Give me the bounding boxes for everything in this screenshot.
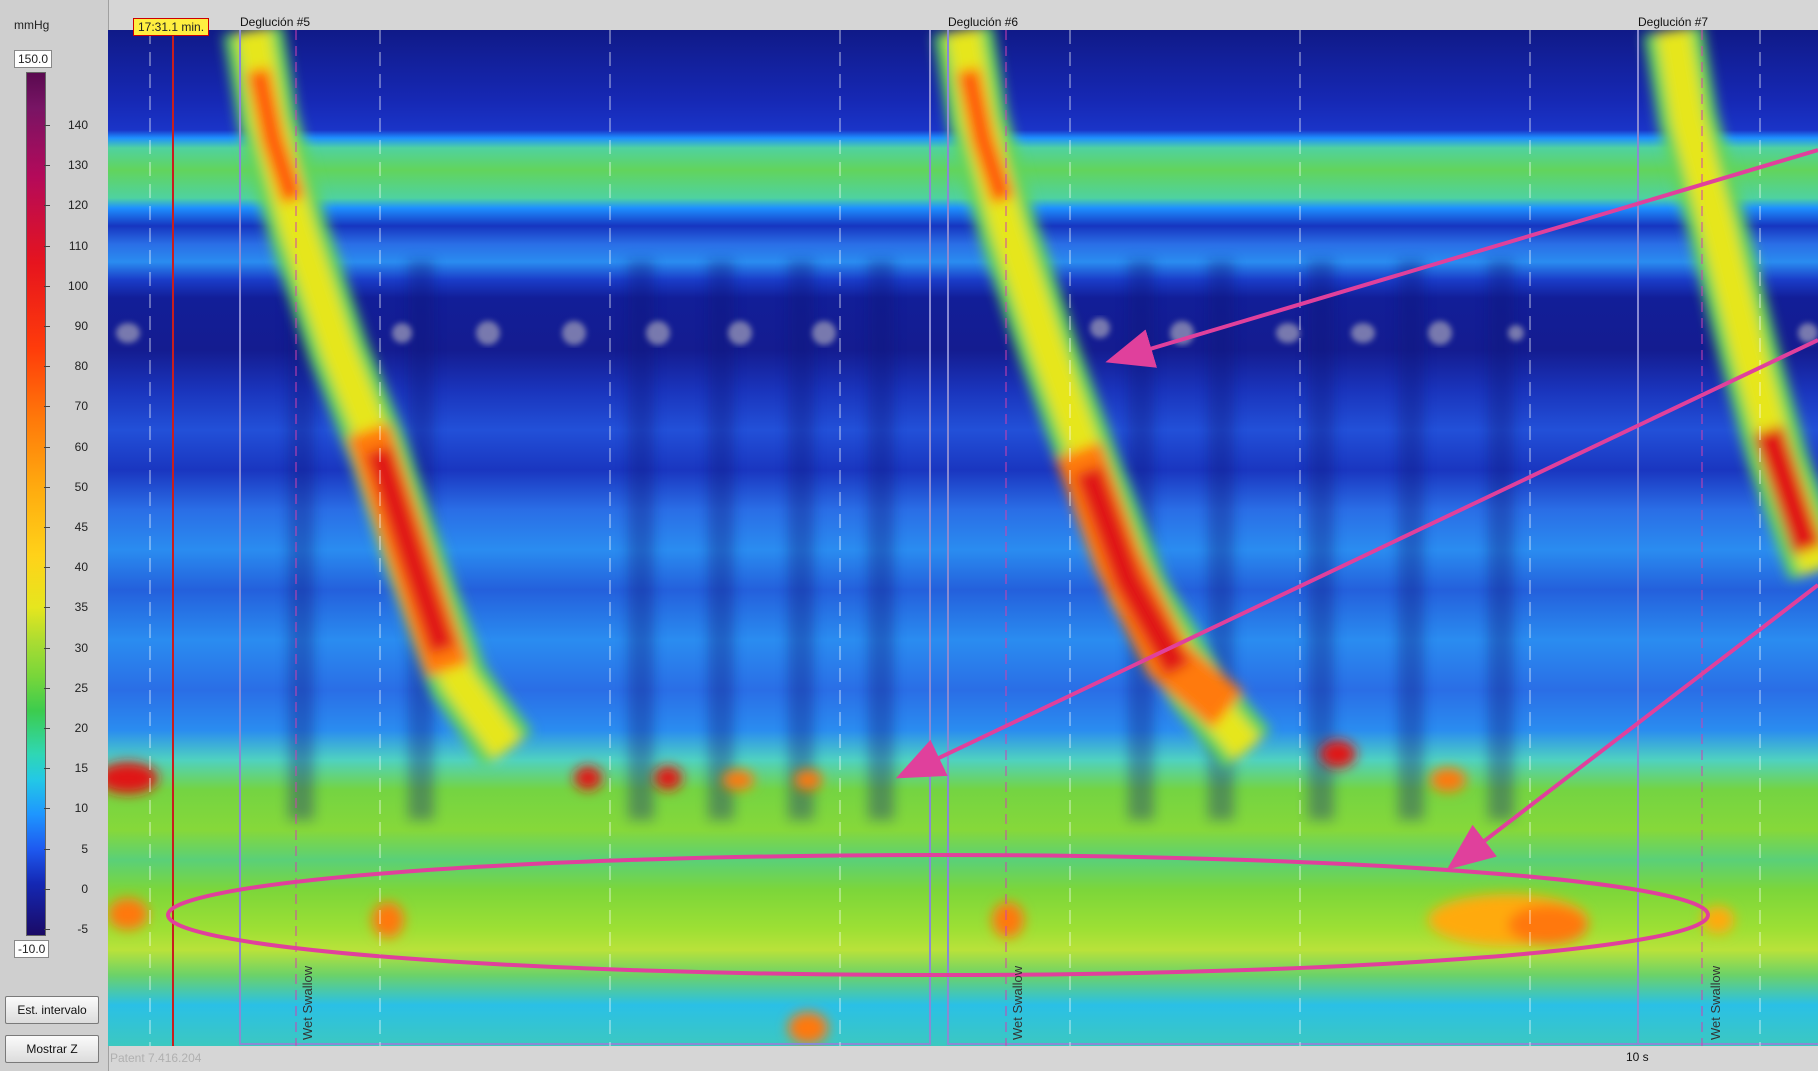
- swallow-frames: [240, 30, 1818, 1044]
- artifact-blobs: [116, 318, 1818, 345]
- scale-tick: 80: [48, 359, 88, 373]
- scale-tick: 0: [48, 882, 88, 896]
- wet-swallow-marker-6: Wet Swallow: [1010, 966, 1025, 1040]
- scale-tick: 110: [48, 239, 88, 253]
- scale-tick: 100: [48, 279, 88, 293]
- wet-swallow-marker-5: Wet Swallow: [300, 966, 315, 1040]
- scale-tick: 70: [48, 399, 88, 413]
- scale-tick: 30: [48, 641, 88, 655]
- swallow-label-7[interactable]: Deglución #7: [1638, 15, 1708, 29]
- colorscale-panel: mmHg 150.0 140 130 120 110 100 90 80 70 60 50 45 40…: [0, 0, 109, 1071]
- swallow-label-5[interactable]: Deglución #5: [240, 15, 310, 29]
- interval-button[interactable]: Est. intervalo: [5, 996, 99, 1024]
- unit-label: mmHg: [14, 18, 49, 32]
- scale-tick: 50: [48, 480, 88, 494]
- time-scale-label: 10 s: [1626, 1050, 1649, 1064]
- scale-tick: 130: [48, 158, 88, 172]
- wet-swallow-marker-7: Wet Swallow: [1708, 966, 1723, 1040]
- scale-tick: 60: [48, 440, 88, 454]
- scale-tick: 45: [48, 520, 88, 534]
- swallow-label-6[interactable]: Deglución #6: [948, 15, 1018, 29]
- scale-tick: 15: [48, 761, 88, 775]
- cursor-timestamp: 17:31.1 min.: [133, 18, 209, 36]
- pressure-topography-plot[interactable]: [108, 30, 1818, 1046]
- scale-tick: 40: [48, 560, 88, 574]
- scale-tick: 120: [48, 198, 88, 212]
- scale-tick: 10: [48, 801, 88, 815]
- scale-min-label: -10.0: [14, 940, 49, 958]
- scale-tick: 140: [48, 118, 88, 132]
- scale-max-label: 150.0: [14, 50, 52, 68]
- scale-tick: 35: [48, 600, 88, 614]
- peristaltic-waves: [253, 30, 1818, 750]
- scale-tick: -5: [48, 922, 88, 936]
- topography-overlay: [108, 30, 1818, 1046]
- scale-tick: 20: [48, 721, 88, 735]
- scale-tick: 5: [48, 842, 88, 856]
- color-scale-bar: [26, 72, 46, 936]
- patient-id: Patent 7.416.204: [110, 1051, 201, 1065]
- show-z-button[interactable]: Mostrar Z: [5, 1035, 99, 1063]
- scale-tick: 25: [48, 681, 88, 695]
- scale-tick: 90: [48, 319, 88, 333]
